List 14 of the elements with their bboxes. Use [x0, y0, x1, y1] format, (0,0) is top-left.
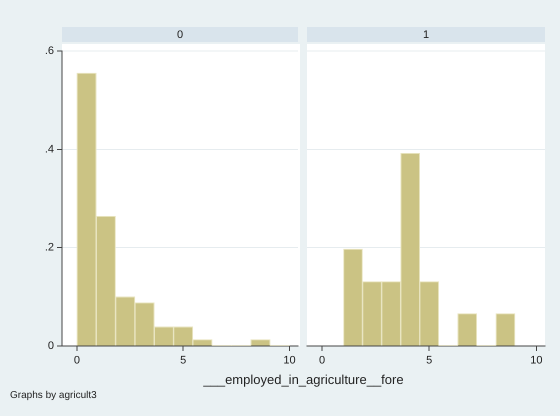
- x-axis-title: ___employed_in_agriculture__fore: [202, 372, 405, 387]
- x-tick-label: 5: [426, 354, 432, 367]
- y-tick-label: .4: [44, 143, 54, 156]
- y-tick-label: .6: [44, 45, 54, 58]
- x-tick-label: 0: [318, 354, 326, 367]
- y-tick-label: 0: [48, 340, 54, 352]
- x-tick-label: 0: [74, 354, 80, 367]
- y-tick-label: .2: [44, 242, 54, 254]
- x-tick-label: 10: [530, 354, 543, 367]
- x-tick-label: 10: [283, 354, 296, 367]
- x-tick-label: 5: [180, 354, 186, 367]
- chart-title: 0: [176, 29, 184, 42]
- chart-title: 1: [422, 29, 430, 42]
- text: Graphs by agricult3: [10, 390, 97, 401]
